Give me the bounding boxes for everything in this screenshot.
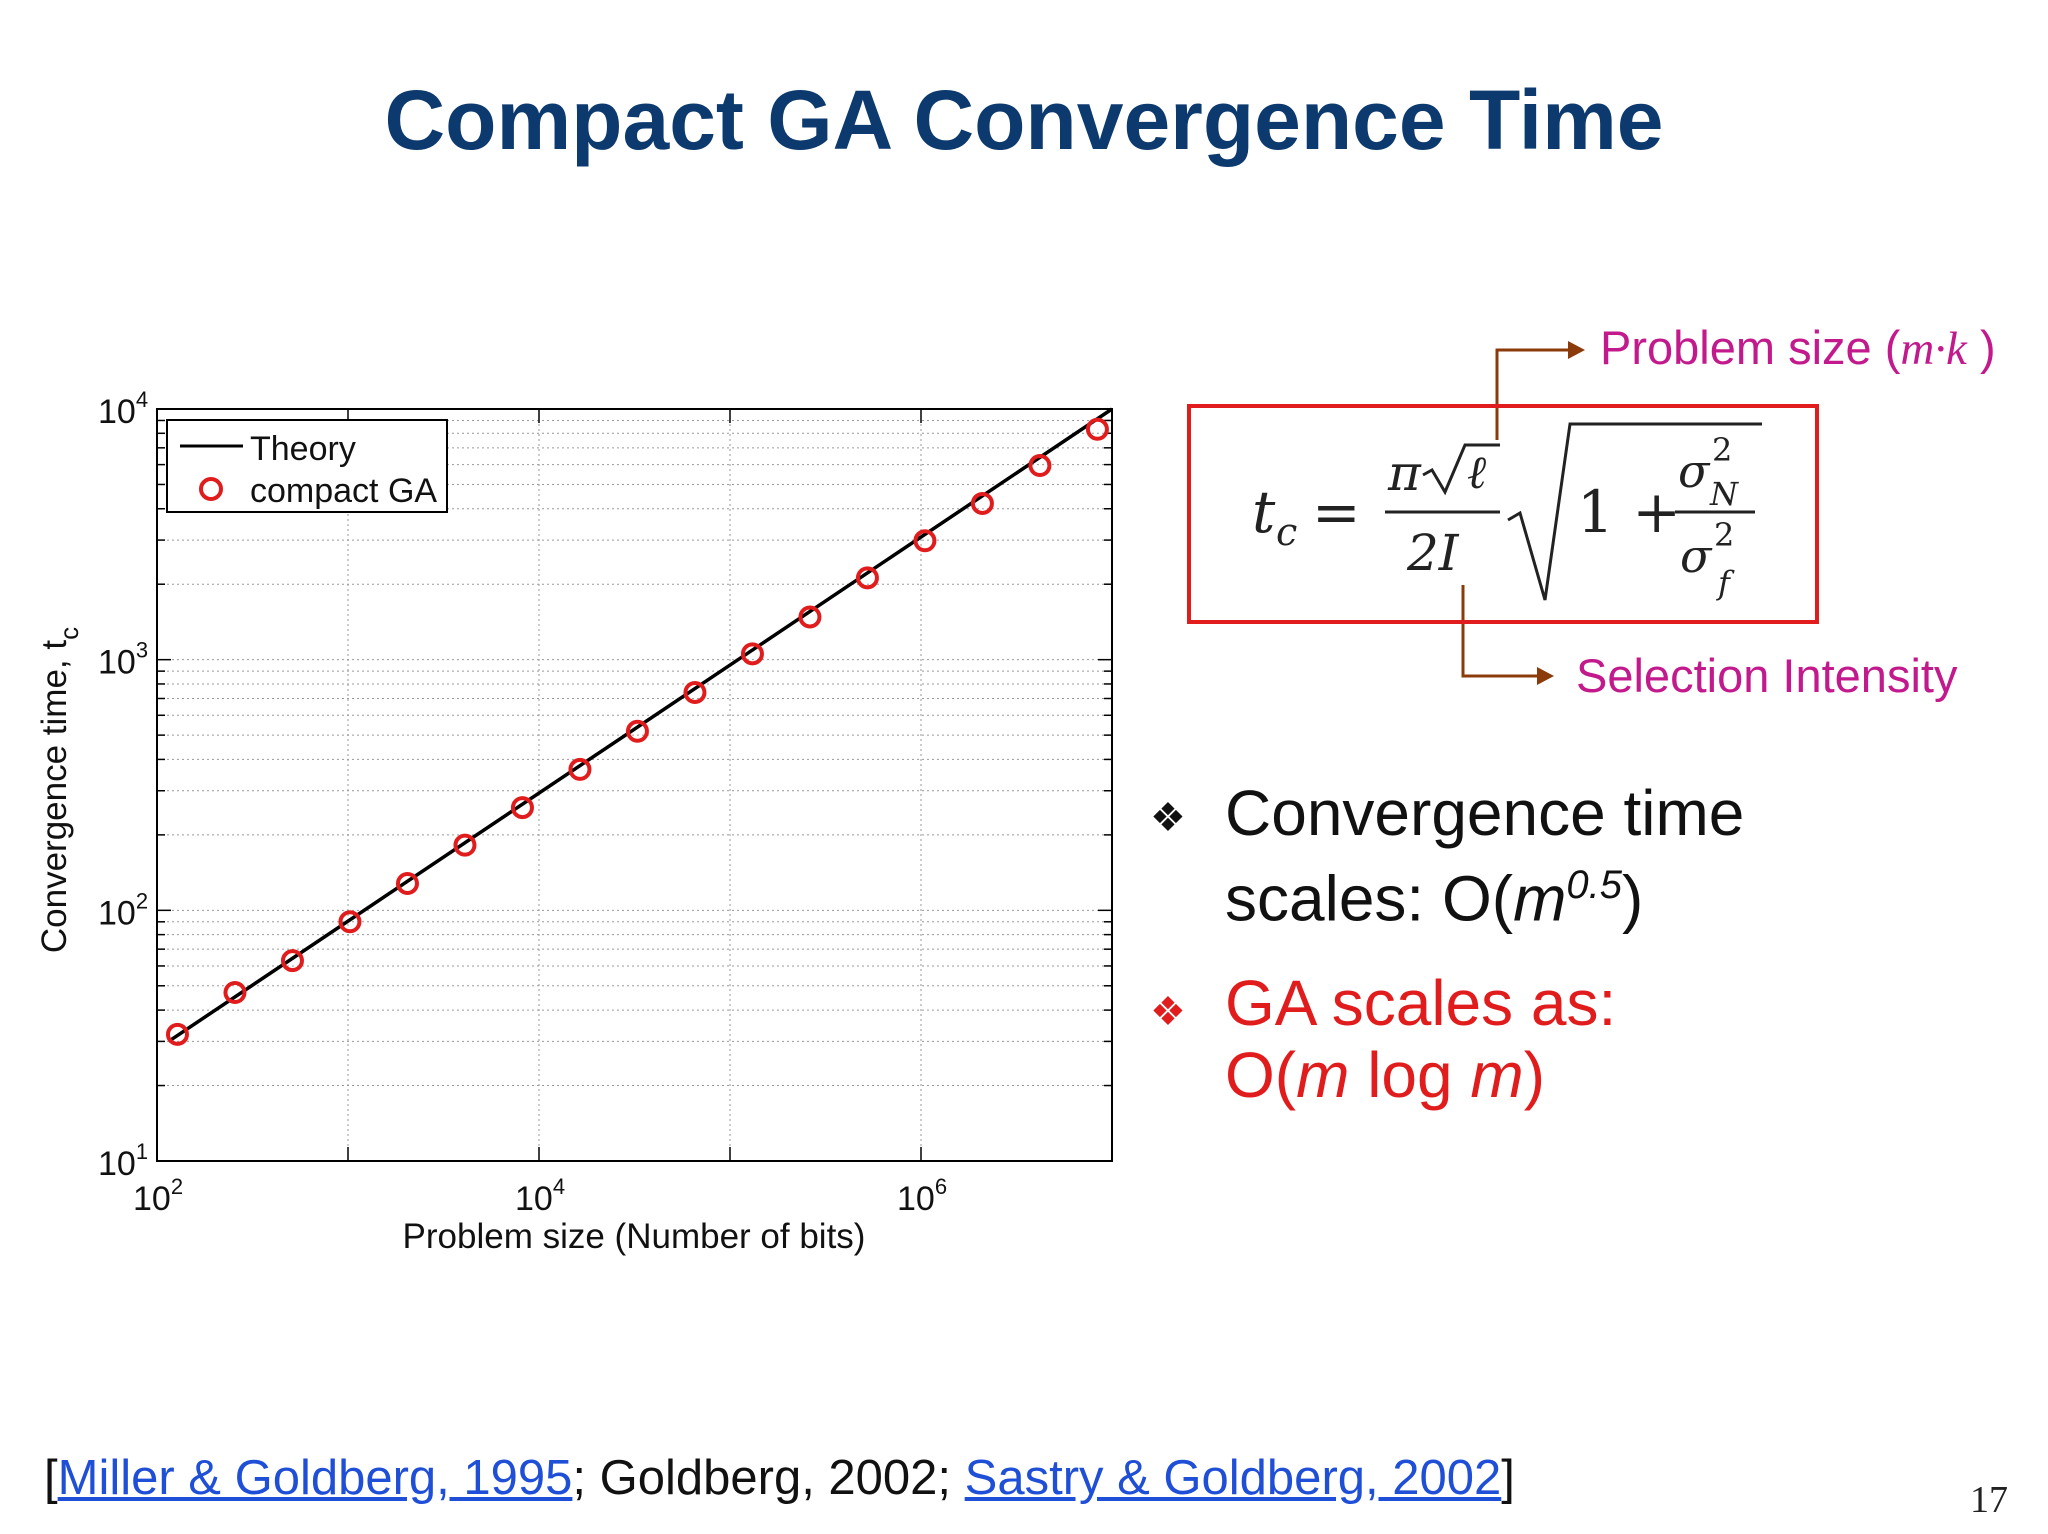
compact-ga-point	[165, 1022, 189, 1046]
compact-ga-point	[395, 871, 419, 895]
formula-lhs-sub: c	[1276, 510, 1297, 554]
sigma-n: σ	[1678, 444, 1711, 498]
legend-compact-ga-label: compact GA	[250, 472, 437, 510]
compact-ga-point	[453, 833, 477, 857]
compact-ga-point	[338, 910, 362, 934]
y-tick-label: 101	[98, 1139, 148, 1183]
compact-ga-point	[223, 981, 247, 1005]
formula-equals: =	[1312, 478, 1361, 546]
formula-ell: ℓ	[1467, 445, 1487, 499]
formula-lhs: t	[1252, 478, 1276, 546]
bullet-convergence-line1: Convergence time	[1225, 777, 1745, 849]
formula-denominator: 2I	[1406, 524, 1460, 582]
sigma-n-sup: 2	[1712, 431, 1732, 469]
legend-marker	[199, 477, 223, 501]
compact-ga-point	[913, 529, 937, 553]
slide-title: Compact GA Convergence Time	[384, 73, 1664, 167]
chart-ticks	[156, 409, 1113, 1162]
annotation-arrows	[1461, 341, 1585, 685]
formula-pi: π	[1387, 444, 1422, 502]
inner-sqrt-sign	[1422, 443, 1500, 496]
bullet-icon: ❖	[1150, 990, 1186, 1034]
problem-size-arrow	[1495, 348, 1568, 440]
formula-box	[1187, 404, 1819, 624]
compact-ga-point	[683, 680, 707, 704]
compact-ga-point	[798, 605, 822, 629]
annotation-problem-size: Problem size (m·k )	[1600, 321, 1996, 375]
y-tick-label: 104	[98, 387, 148, 431]
bullet-ga-scales: GA scales as: O(m log m)	[1225, 967, 1616, 1111]
selection-arrow	[1461, 585, 1537, 678]
bullet-ga-line2: O(m log m)	[1225, 1039, 1545, 1111]
formula-one-plus: 1 +	[1577, 478, 1681, 546]
compact-ga-point	[1028, 454, 1052, 478]
ref-sastry-goldberg-link[interactable]: Sastry & Goldberg, 2002	[964, 1451, 1502, 1505]
bullet-convergence: Convergence time scales: O(m0.5)	[1225, 777, 1744, 934]
y-tick-label: 103	[98, 638, 148, 682]
problem-size-arrowhead	[1568, 341, 1585, 359]
selection-arrowhead	[1537, 667, 1554, 685]
chart-grid	[157, 409, 1112, 1162]
ref-miller-goldberg-link[interactable]: Miller & Goldberg, 1995	[57, 1451, 573, 1505]
compact-ga-point	[280, 949, 304, 973]
bullet-ga-line1: GA scales as:	[1225, 967, 1617, 1039]
outer-sqrt-sign	[1507, 422, 1762, 601]
bullet-convergence-line2: scales: O(m0.5)	[1225, 862, 1644, 935]
compact-ga-point	[855, 566, 879, 590]
theory-series	[167, 407, 1113, 1043]
theory-line	[167, 407, 1113, 1043]
sigma-f-sub: f	[1716, 564, 1735, 602]
sigma-f-sup: 2	[1714, 516, 1734, 554]
bullet-icon: ❖	[1150, 796, 1186, 840]
x-tick-label: 104	[515, 1174, 565, 1218]
compact-ga-point	[568, 757, 592, 781]
x-tick-label: 102	[133, 1174, 183, 1218]
annotation-selection-intensity: Selection Intensity	[1576, 649, 1958, 702]
x-axis-label: Problem size (Number of bits)	[403, 1217, 866, 1256]
chart-legend: Theory compact GA	[166, 419, 448, 513]
y-axis-label: Convergence time, tc	[35, 627, 84, 953]
compact-ga-point	[740, 642, 764, 666]
sigma-n-sub: N	[1709, 475, 1739, 513]
legend-theory-label: Theory	[250, 430, 356, 468]
page-number: 17	[1970, 1479, 2008, 1521]
compact-ga-series	[165, 417, 1109, 1046]
compact-ga-point	[970, 491, 994, 515]
plot-area-frame	[156, 408, 1113, 1162]
x-tick-label: 106	[897, 1174, 947, 1218]
y-tick-label: 102	[98, 888, 148, 932]
compact-ga-point	[1085, 417, 1109, 441]
compact-ga-point	[625, 719, 649, 743]
references-footer: [Miller & Goldberg, 1995; Goldberg, 2002…	[44, 1451, 1515, 1505]
compact-ga-point	[510, 796, 534, 820]
sigma-f: σ	[1680, 529, 1713, 583]
